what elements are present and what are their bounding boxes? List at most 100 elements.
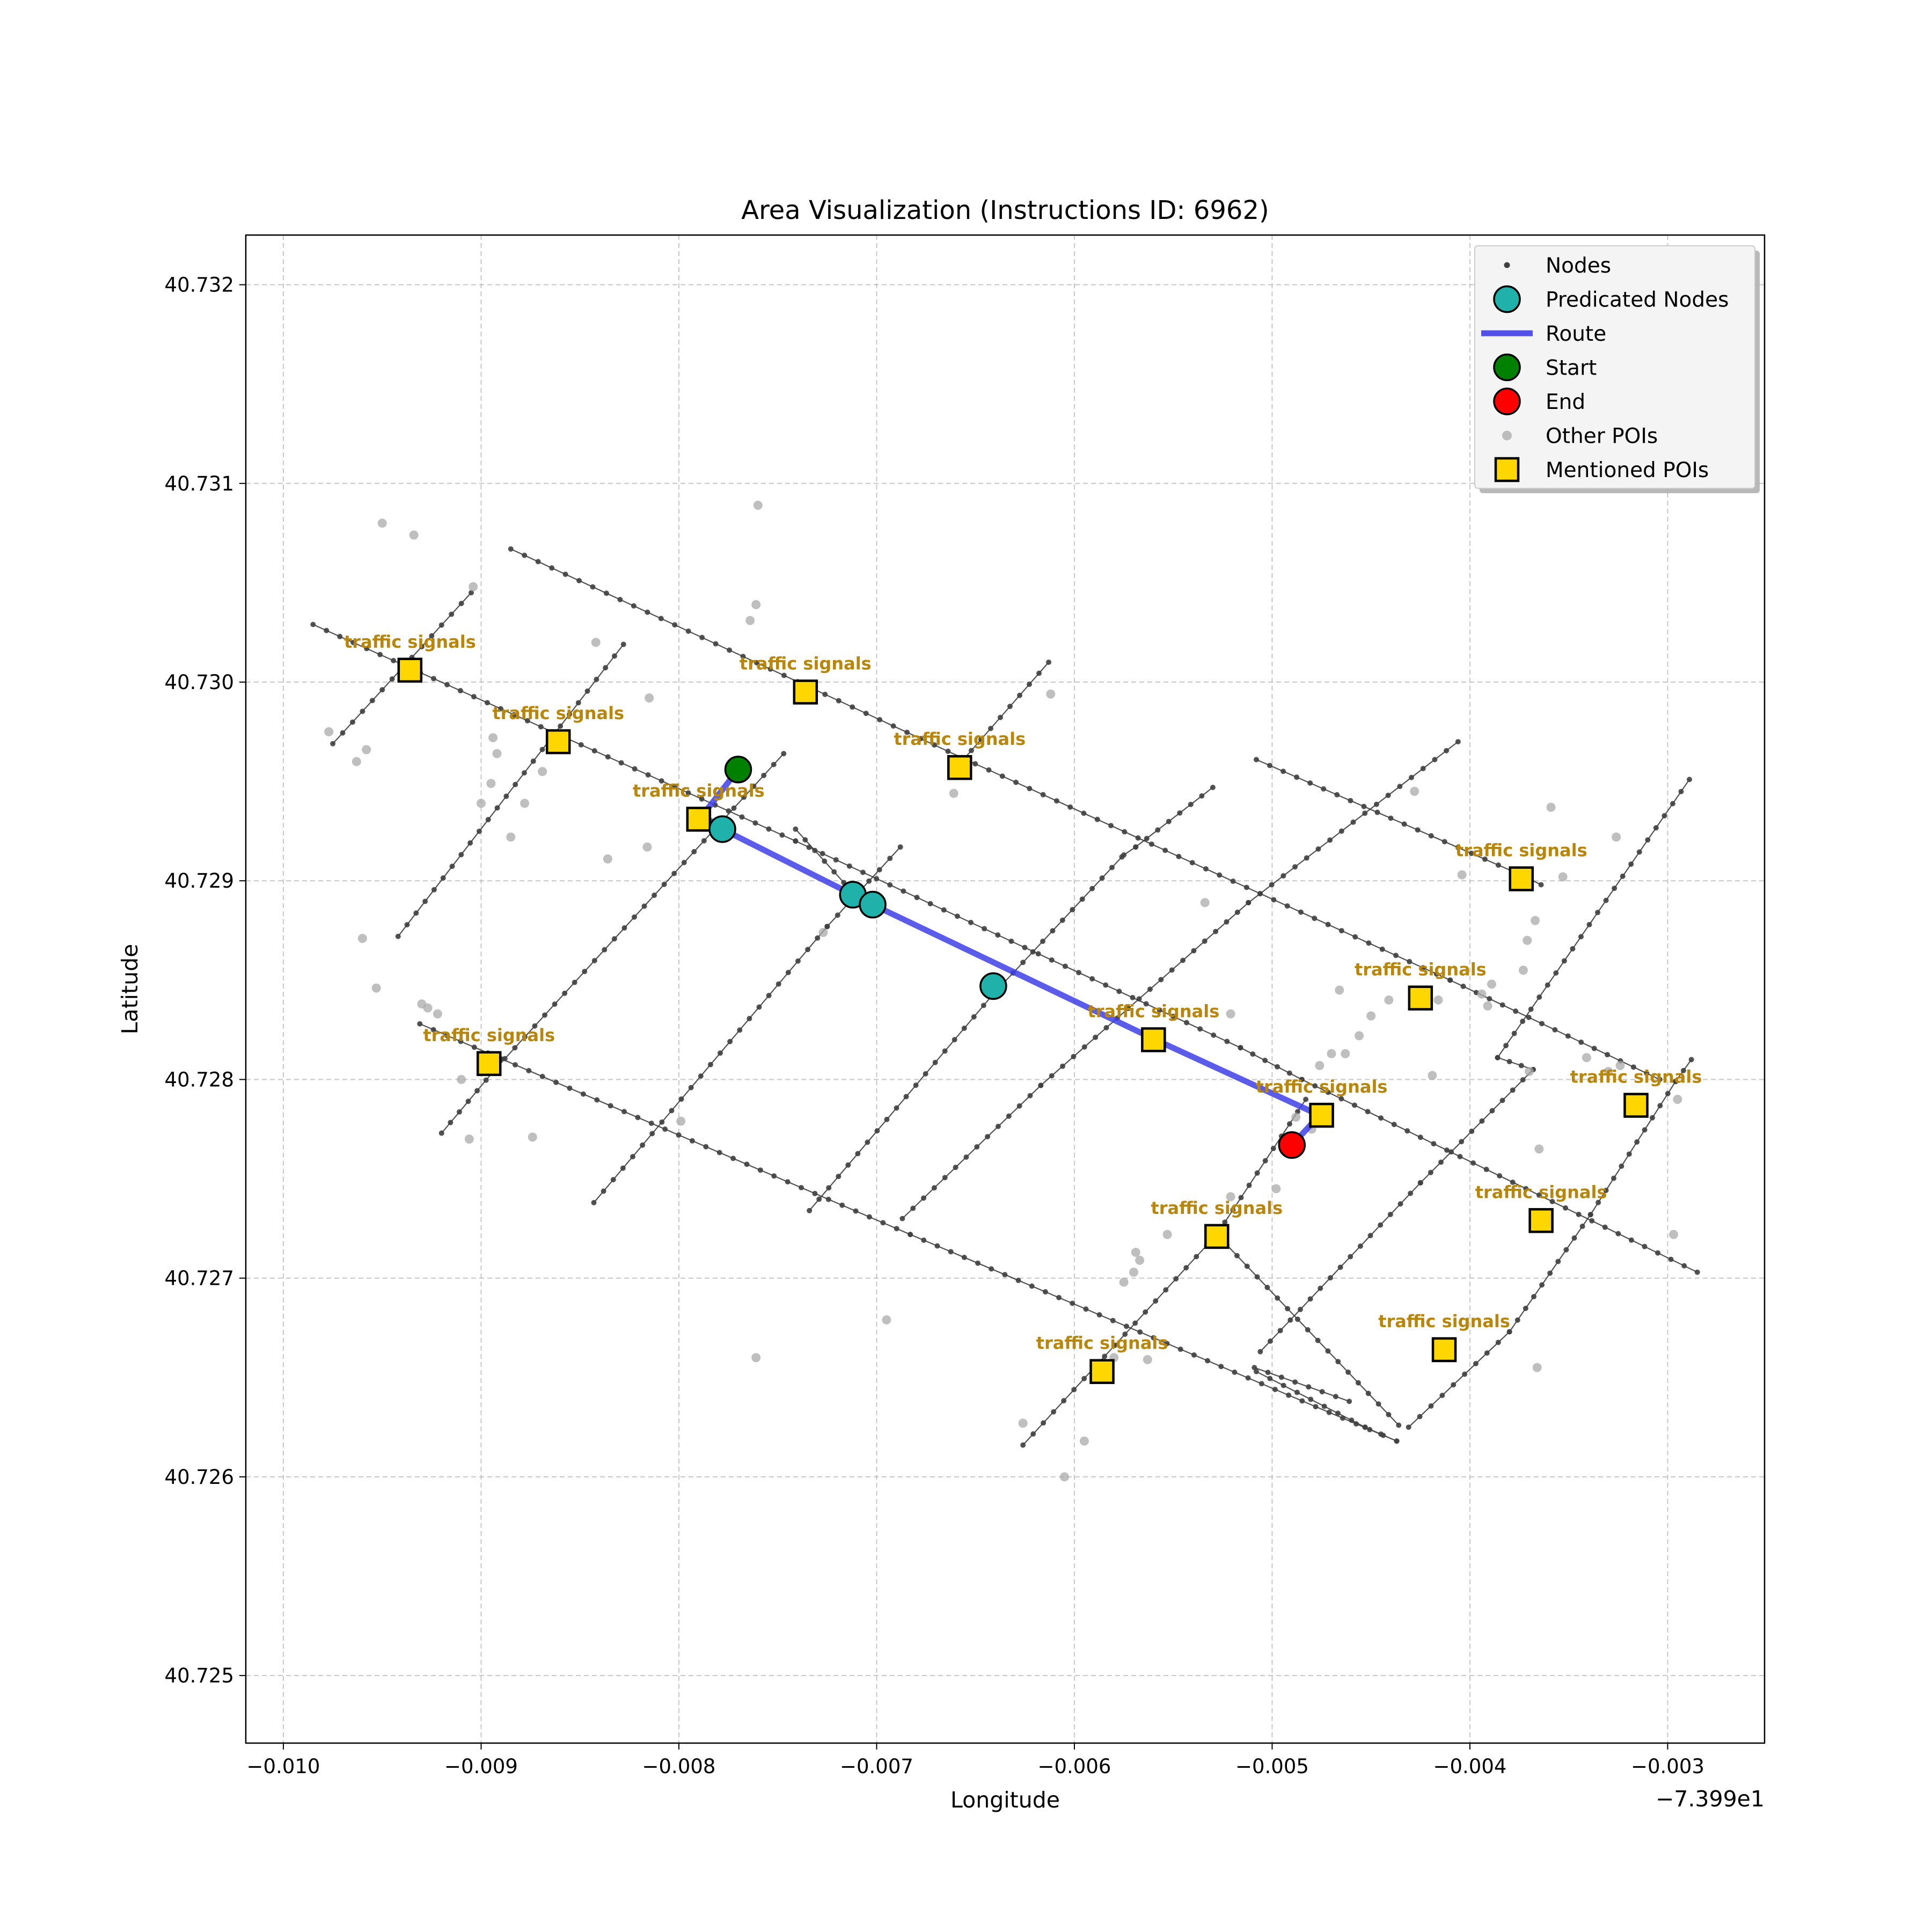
- node-point: [1059, 917, 1065, 923]
- node-point: [1361, 803, 1367, 809]
- other-poi-point: [1604, 1067, 1613, 1077]
- node-point: [1441, 839, 1447, 845]
- other-poi-point: [818, 927, 828, 937]
- node-point: [1495, 1340, 1501, 1345]
- node-point: [1433, 971, 1439, 977]
- node-point: [1079, 896, 1085, 902]
- node-point: [1326, 1409, 1332, 1415]
- mentioned-poi-label: traffic signals: [344, 632, 476, 652]
- node-point: [685, 790, 691, 796]
- node-point: [752, 820, 758, 826]
- node-point: [1137, 1329, 1143, 1335]
- node-point: [1408, 1190, 1414, 1196]
- node-point: [1258, 1381, 1264, 1387]
- node-point: [1062, 963, 1068, 969]
- node-point: [716, 1150, 722, 1155]
- node-point: [1655, 1250, 1661, 1256]
- node-point: [781, 672, 787, 678]
- other-poi-point: [1534, 1144, 1544, 1154]
- node-point: [1428, 833, 1434, 839]
- node-point: [713, 641, 719, 647]
- node-point: [1447, 977, 1453, 983]
- node-point: [1006, 1113, 1012, 1119]
- mentioned-poi-label: traffic signals: [1036, 1333, 1168, 1353]
- node-point: [975, 1260, 981, 1266]
- other-poi-point: [1410, 787, 1419, 796]
- node-point: [948, 1249, 954, 1255]
- mentioned-poi-marker: [1204, 1224, 1230, 1249]
- x-tick-label: −0.006: [1038, 1755, 1111, 1778]
- node-point: [1053, 798, 1059, 804]
- node-point: [1176, 853, 1182, 859]
- node-point: [1116, 989, 1122, 994]
- node-point: [1210, 785, 1216, 791]
- node-point: [1510, 1179, 1516, 1185]
- node-point: [1169, 967, 1175, 973]
- node-point: [825, 1196, 831, 1202]
- node-point: [1346, 1399, 1352, 1404]
- node-point: [995, 1123, 1001, 1129]
- node-point: [1665, 1091, 1671, 1096]
- node-point: [1596, 1199, 1601, 1205]
- node-point: [894, 1105, 899, 1111]
- node-point: [802, 837, 808, 843]
- node-point: [1218, 1364, 1224, 1370]
- node-point: [1378, 1222, 1384, 1228]
- node-point: [812, 847, 818, 853]
- node-point: [1404, 1128, 1410, 1134]
- node-point: [1211, 1032, 1217, 1038]
- node-point: [1222, 1219, 1228, 1225]
- node-point: [1605, 1052, 1611, 1058]
- node-point: [1321, 1403, 1327, 1409]
- node-point: [1213, 928, 1219, 934]
- node-point: [1578, 1040, 1584, 1045]
- other-poi-point: [676, 1116, 686, 1126]
- node-point: [1038, 1082, 1044, 1088]
- node-point: [737, 1027, 743, 1033]
- node-point: [1439, 1393, 1445, 1399]
- node-point: [1634, 1139, 1640, 1145]
- node-point: [458, 1038, 464, 1044]
- node-point: [963, 1154, 969, 1160]
- node-point: [1555, 1258, 1561, 1264]
- node-point: [1286, 1392, 1292, 1398]
- node-point: [910, 1205, 916, 1211]
- node-point: [822, 858, 828, 864]
- other-poi-point: [423, 1003, 433, 1013]
- node-point: [833, 857, 839, 863]
- node-point: [449, 863, 455, 869]
- node-point: [921, 1195, 927, 1201]
- node-point: [826, 1185, 832, 1191]
- node-point: [972, 761, 978, 767]
- node-point: [1670, 801, 1675, 807]
- node-point: [578, 742, 584, 748]
- node-point: [1462, 1371, 1468, 1377]
- node-point: [512, 1045, 518, 1051]
- node-point: [1299, 1077, 1305, 1082]
- node-point: [766, 993, 772, 999]
- node-point: [649, 1131, 655, 1137]
- node-point: [1232, 1369, 1238, 1375]
- node-point: [1518, 1063, 1524, 1069]
- node-point: [1348, 797, 1353, 803]
- node-point: [754, 660, 760, 665]
- node-point: [591, 748, 597, 754]
- legend-end-swatch: [1493, 387, 1521, 415]
- node-point: [952, 1037, 957, 1043]
- node-point: [1338, 828, 1344, 834]
- node-point: [1378, 1431, 1384, 1437]
- other-poi-point: [528, 1132, 537, 1142]
- node-point: [1630, 1064, 1636, 1070]
- mentioned-poi-marker: [545, 729, 571, 755]
- node-point: [1304, 855, 1309, 861]
- other-poi-point: [1226, 1192, 1235, 1202]
- node-point: [369, 698, 375, 704]
- node-point: [1143, 1001, 1149, 1007]
- node-point: [1688, 1057, 1694, 1063]
- node-point: [1451, 1382, 1457, 1388]
- node-point: [785, 1179, 791, 1185]
- node-point: [1177, 1346, 1183, 1352]
- node-point: [610, 1177, 616, 1183]
- node-point: [880, 1220, 886, 1226]
- node-point: [1002, 1272, 1008, 1278]
